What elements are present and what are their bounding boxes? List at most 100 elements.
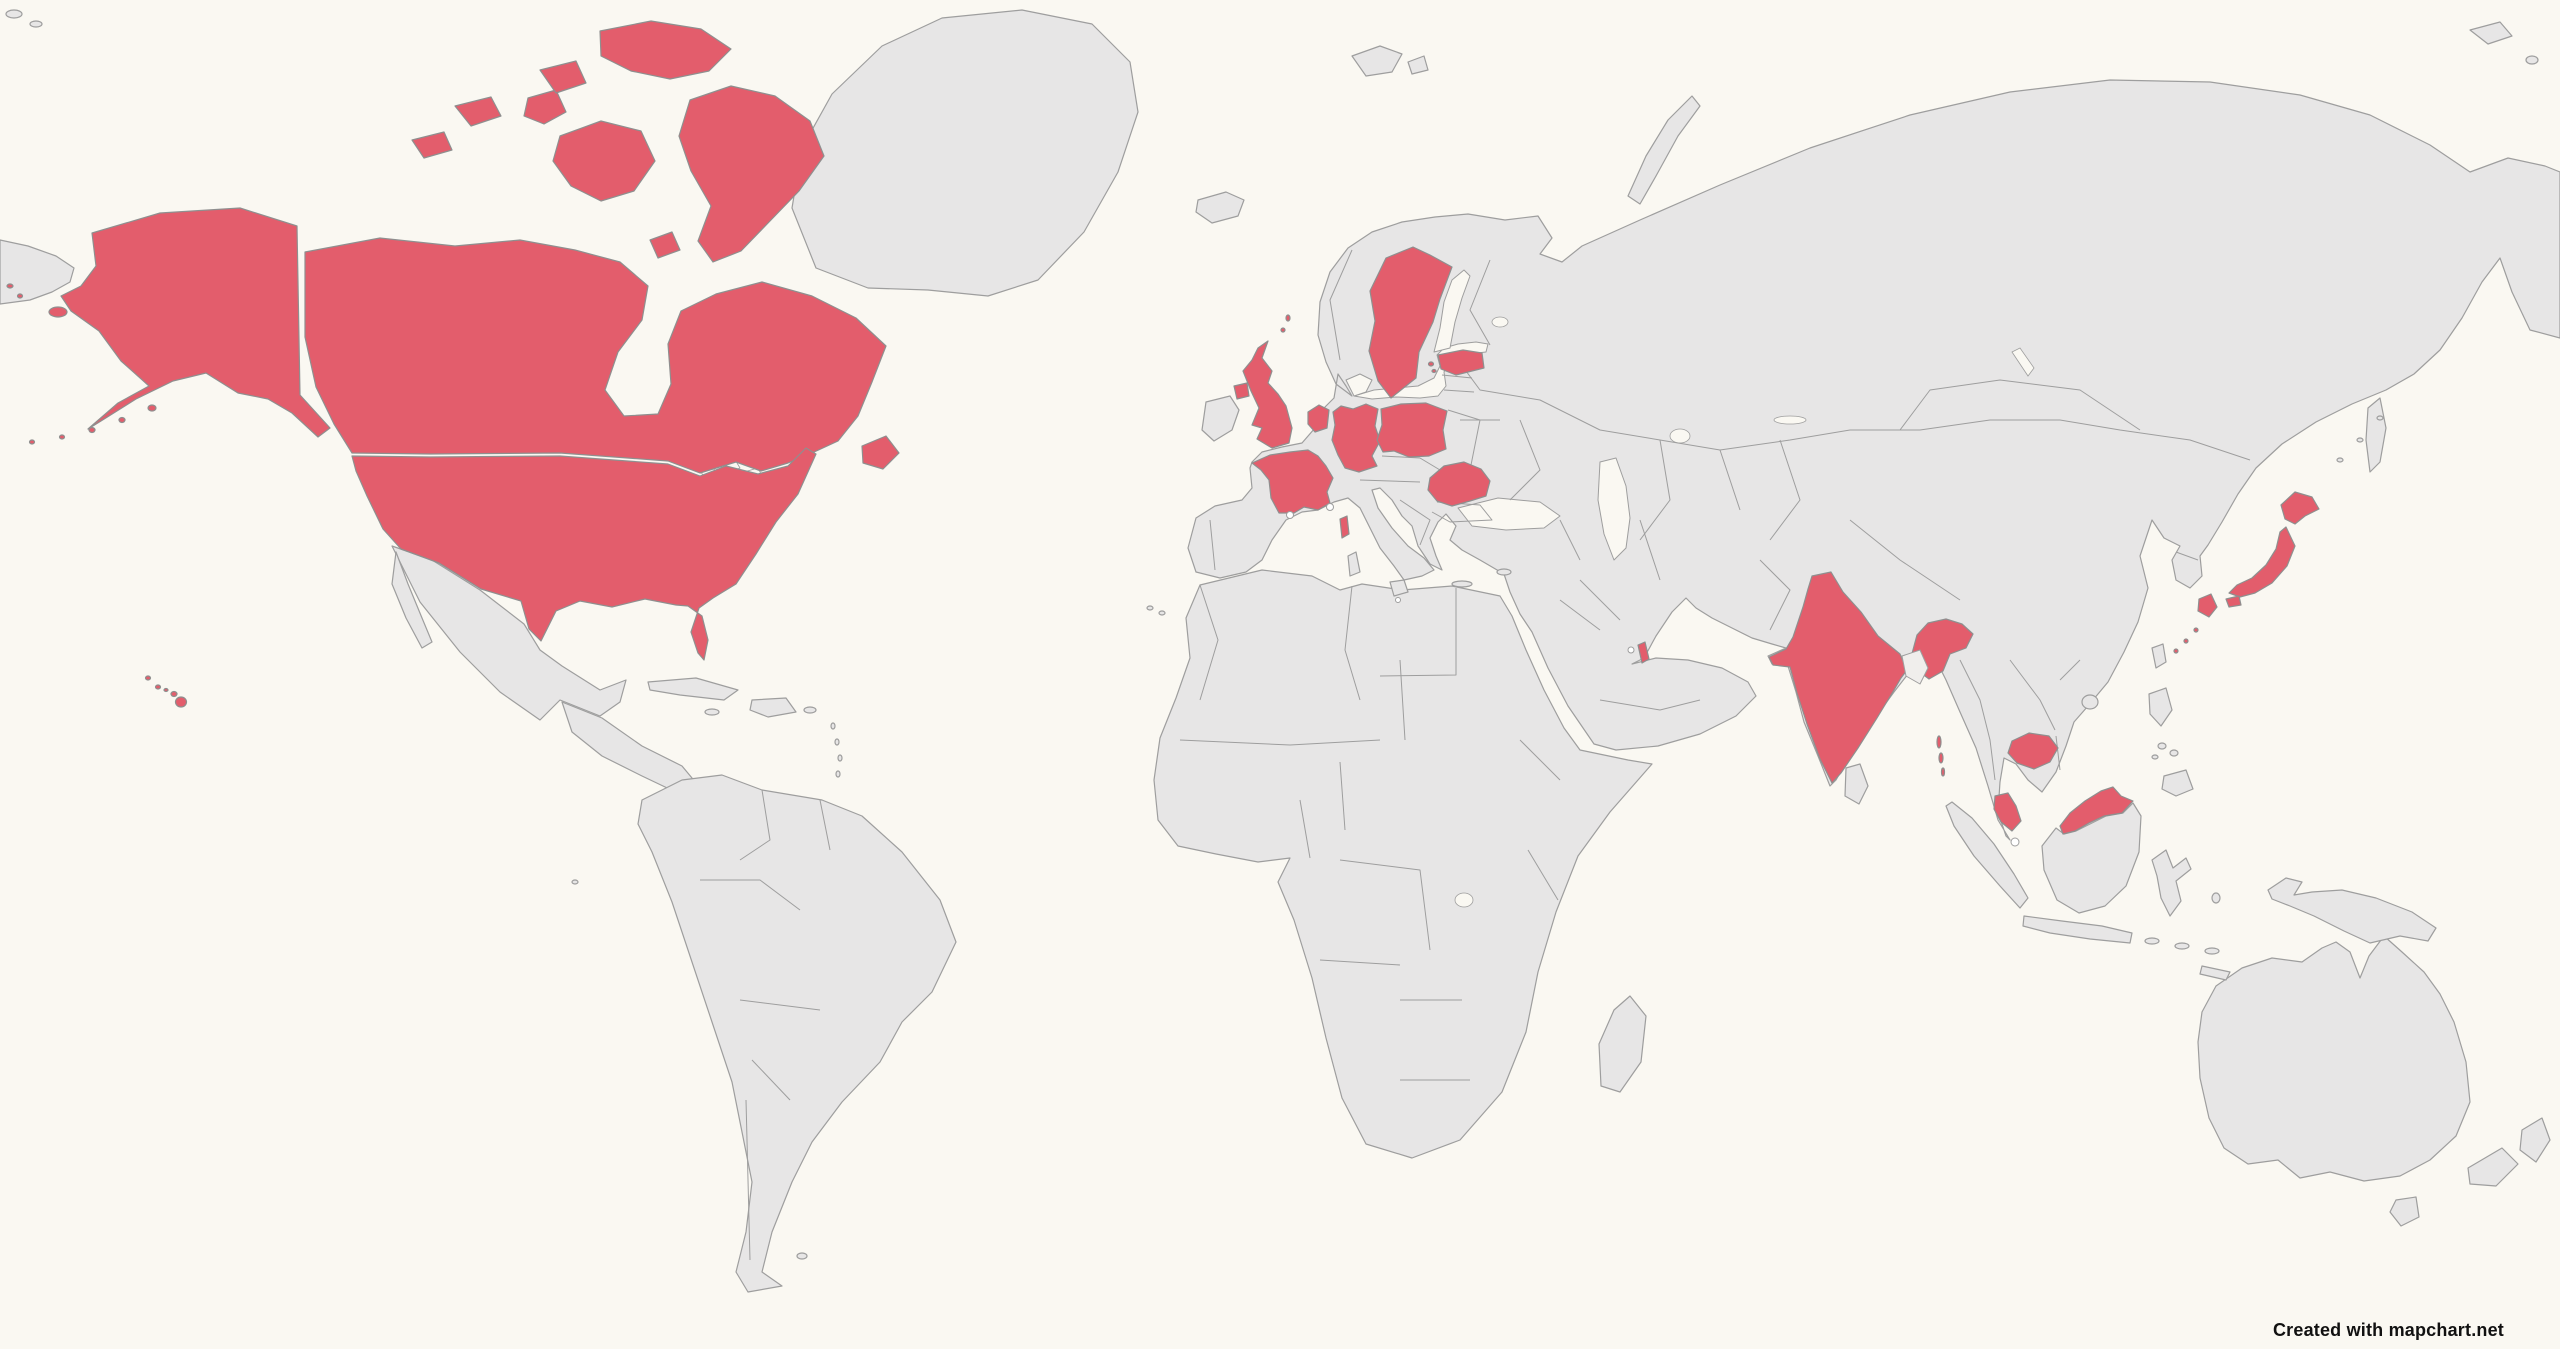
country-japan-hokkaido[interactable] [2280,491,2320,525]
country-poland[interactable] [1376,402,1448,458]
country-malaysia-peninsular[interactable] [1993,792,2022,832]
canary-island[interactable] [1146,605,1154,611]
country-japan-shikoku[interactable] [2225,595,2242,608]
landmass-baja[interactable] [391,551,433,649]
lesser-antilles[interactable] [837,754,843,762]
aleutian-island[interactable] [118,416,126,424]
lesser-sunda[interactable] [2144,937,2160,945]
country-canada-arctic-island[interactable] [539,60,587,94]
landmass-visayas[interactable] [2169,749,2179,757]
canary-island[interactable] [1158,610,1166,616]
ryukyu-island[interactable] [2193,627,2199,633]
landmass-australia[interactable] [2197,935,2471,1182]
country-canada[interactable] [304,237,887,474]
microstate-andorra[interactable] [1286,511,1294,519]
landmass-tasmania[interactable] [2389,1196,2420,1227]
aleutian-island[interactable] [147,404,157,412]
landmass-chukotka-west[interactable] [0,239,75,305]
country-japan-honshu[interactable] [2228,526,2296,598]
bering-islet[interactable] [6,283,14,289]
lesser-antilles[interactable] [830,722,836,730]
country-qatar[interactable] [1637,641,1650,664]
country-sweden[interactable] [1368,246,1453,399]
country-canada-southampton[interactable] [649,231,681,259]
country-uk[interactable] [1242,340,1293,449]
landmass-svalbard[interactable] [1351,45,1403,77]
country-usa-alaska[interactable] [60,207,331,438]
lesser-antilles[interactable] [835,770,841,778]
kuril-island[interactable] [2336,457,2344,463]
landmass-new-guinea[interactable] [2267,877,2437,944]
landmass-mindanao[interactable] [2161,769,2194,797]
hawaii-island[interactable] [163,687,169,693]
arctic-island[interactable] [5,9,23,19]
landmass-madagascar[interactable] [1598,995,1647,1093]
arctic-island[interactable] [29,20,43,28]
landmass-svalbard-2[interactable] [1407,55,1429,75]
nicobar-island[interactable] [1940,767,1946,777]
landmass-wrangel[interactable] [2469,21,2513,45]
shetland-island[interactable] [1285,314,1291,322]
ryukyu-island[interactable] [2173,648,2179,654]
kuril-island[interactable] [2376,415,2384,421]
microstate-singapore[interactable] [2010,837,2020,847]
aleutian-island[interactable] [28,439,36,445]
country-netherlands[interactable] [1307,404,1330,433]
andaman-island[interactable] [1936,735,1942,749]
country-malaysia-east[interactable] [2059,786,2134,835]
country-canada-banks[interactable] [523,89,567,125]
landmass-borneo[interactable] [2041,802,2142,914]
landmass-galapagos[interactable] [571,879,579,885]
landmass-sardinia[interactable] [1347,551,1361,577]
landmass-cyprus[interactable] [1496,568,1512,576]
microstate-malta[interactable] [1395,597,1401,603]
landmass-falklands[interactable] [796,1252,808,1260]
landmass-crete[interactable] [1451,580,1473,588]
country-estonia[interactable] [1437,349,1485,376]
landmass-visayas[interactable] [2157,742,2167,750]
landmass-novaya-zemlya[interactable] [1627,95,1701,205]
landmass-sulawesi[interactable] [2151,849,2192,917]
estonian-island[interactable] [1431,368,1437,374]
aleutian-island[interactable] [88,426,96,434]
landmass-cuba[interactable] [647,677,739,701]
landmass-africa[interactable] [1153,569,1653,1159]
lesser-sunda[interactable] [2204,947,2220,955]
landmass-visayas[interactable] [2151,754,2159,760]
landmass-java[interactable] [2022,915,2133,944]
landmass-sicily[interactable] [1389,579,1409,597]
microstate-bahrain[interactable] [1627,646,1635,654]
country-france-corsica[interactable] [1339,515,1350,539]
country-bangladesh[interactable] [1901,649,1929,685]
country-canada-arctic-island[interactable] [411,131,453,159]
orkney-island[interactable] [1280,327,1286,333]
landmass-sri-lanka[interactable] [1844,763,1869,805]
andaman-island[interactable] [1938,752,1944,764]
hawaii-island[interactable] [154,684,162,690]
bering-islet[interactable] [16,293,24,299]
landmass-jamaica[interactable] [704,708,720,716]
ryukyu-island[interactable] [2183,638,2189,644]
arctic-island[interactable] [2525,55,2539,65]
landmass-mexico[interactable] [391,545,627,721]
landmass-nz-south[interactable] [2467,1147,2519,1187]
country-uk-northern-ireland[interactable] [1233,382,1250,400]
st-lawrence-island[interactable] [48,306,68,318]
landmass-timor[interactable] [2199,965,2231,981]
hawaii-island[interactable] [174,696,188,708]
kuril-island[interactable] [2356,437,2364,443]
lesser-antilles[interactable] [834,738,840,746]
country-india[interactable] [1768,571,1908,784]
landmass-ireland[interactable] [1201,395,1240,442]
landmass-sumatra[interactable] [1945,801,2029,909]
landmass-south-america[interactable] [637,774,957,1293]
country-canada-ellesmere[interactable] [599,20,732,80]
country-canada-baffin[interactable] [678,85,825,263]
landmass-hispaniola[interactable] [749,697,797,718]
landmass-nz-north[interactable] [2519,1117,2551,1163]
country-japan-kyushu[interactable] [2197,593,2218,618]
country-usa[interactable] [351,447,817,661]
landmass-greenland[interactable] [791,9,1139,297]
landmass-moluccas[interactable] [2211,892,2221,904]
hawaii-island[interactable] [170,690,178,698]
